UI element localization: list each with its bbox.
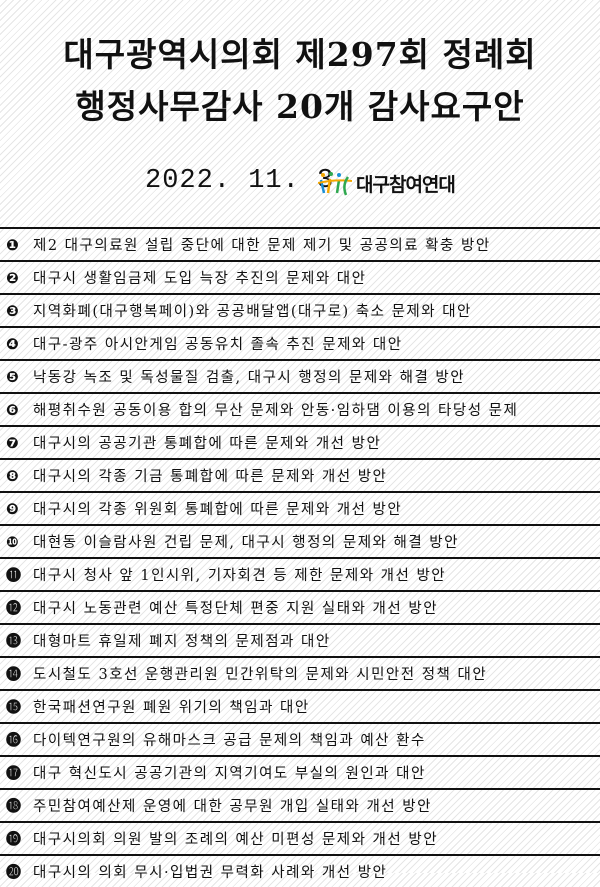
item-number: ❸ [6, 301, 19, 320]
item-number: ❽ [6, 466, 19, 485]
list-item: ❻ 해평취수원 공동이용 합의 무산 문제와 안동·임하댐 이용의 타당성 문제 [0, 392, 600, 425]
demand-list: ❶ 제2 대구의료원 설립 중단에 대한 문제 제기 및 공공의료 확충 방안 ❷ 대… [0, 227, 600, 887]
list-item: ⓴ 대구시의 의회 무시·입법권 무력화 사례와 개선 방안 [0, 854, 600, 887]
item-number: ❻ [6, 400, 19, 419]
list-item: ⓰ 다이텍연구원의 유해마스크 공급 문제의 책임과 예산 환수 [0, 722, 600, 755]
document-title-line1: 대구광역시의회 제297회 정례회 [63, 35, 537, 74]
item-text: 해평취수원 공동이용 합의 무산 문제와 안동·임하댐 이용의 타당성 문제 [33, 403, 519, 419]
item-text: 대구-광주 아시안게임 공동유치 졸속 추진 문제와 대안 [33, 337, 403, 353]
item-number: ⓭ [6, 632, 22, 650]
item-text: 대구시의 공공기관 통폐합에 따른 문제와 개선 방안 [33, 436, 382, 452]
logo-text: 대구참여연대 [356, 174, 456, 196]
item-text: 낙동강 녹조 및 독성물질 검출, 대구시 행정의 문제와 해결 방안 [33, 370, 466, 386]
list-item: ❶ 제2 대구의료원 설립 중단에 대한 문제 제기 및 공공의료 확충 방안 [0, 227, 600, 260]
item-text: 지역화폐(대구행복페이)와 공공배달앱(대구로) 축소 문제와 대안 [33, 304, 472, 320]
item-number: ⓴ [6, 863, 22, 881]
item-text: 제2 대구의료원 설립 중단에 대한 문제 제기 및 공공의료 확충 방안 [33, 238, 491, 254]
list-item: ❹ 대구-광주 아시안게임 공동유치 졸속 추진 문제와 대안 [0, 326, 600, 359]
list-item: ❷ 대구시 생활임금제 도입 늑장 추진의 문제와 대안 [0, 260, 600, 293]
item-number: ❷ [6, 268, 19, 287]
item-number: ⓰ [6, 731, 22, 749]
item-text: 대구시의 의회 무시·입법권 무력화 사례와 개선 방안 [33, 865, 388, 881]
list-item: ⓭ 대형마트 휴일제 폐지 정책의 문제점과 대안 [0, 623, 600, 656]
list-item: ❿ 대현동 이슬람사원 건립 문제, 대구시 행정의 문제와 해결 방안 [0, 524, 600, 557]
item-number: ⓯ [6, 698, 22, 716]
item-text: 대형마트 휴일제 폐지 정책의 문제점과 대안 [33, 634, 331, 650]
item-number: ❹ [6, 334, 19, 353]
item-number: ❺ [6, 367, 19, 386]
item-text: 대구 혁신도시 공공기관의 지역기여도 부실의 원인과 대안 [33, 766, 426, 782]
item-number: ❼ [6, 433, 19, 452]
item-text: 도시철도 3호선 운행관리원 민간위탁의 문제와 시민안전 정책 대안 [33, 667, 488, 683]
date-row: 2022. 11. 3 대구참여연대 [0, 166, 600, 202]
item-text: 대구시 생활임금제 도입 늑장 추진의 문제와 대안 [33, 271, 367, 287]
item-number: ❾ [6, 499, 19, 518]
item-number: ⓬ [6, 599, 22, 617]
item-text: 대구시 청사 앞 1인시위, 기자회견 등 제한 문제와 개선 방안 [33, 568, 447, 584]
list-item: ⓲ 주민참여예산제 운영에 대한 공무원 개입 실태와 개선 방안 [0, 788, 600, 821]
list-item: ❼ 대구시의 공공기관 통폐합에 따른 문제와 개선 방안 [0, 425, 600, 458]
item-number: ⓳ [6, 830, 22, 848]
item-text: 주민참여예산제 운영에 대한 공무원 개입 실태와 개선 방안 [33, 799, 432, 815]
item-number: ❶ [6, 235, 19, 254]
item-text: 대구시의 각종 위원회 통폐합에 따른 문제와 개선 방안 [33, 502, 403, 518]
list-item: ❺ 낙동강 녹조 및 독성물질 검출, 대구시 행정의 문제와 해결 방안 [0, 359, 600, 392]
list-item: ❸ 지역화폐(대구행복페이)와 공공배달앱(대구로) 축소 문제와 대안 [0, 293, 600, 326]
people-logo-icon [318, 171, 352, 195]
list-item: ⓬ 대구시 노동관련 예산 특정단체 편중 지원 실태와 개선 방안 [0, 590, 600, 623]
list-item: ❽ 대구시의 각종 기금 통폐합에 따른 문제와 개선 방안 [0, 458, 600, 491]
item-text: 다이텍연구원의 유해마스크 공급 문제의 책임과 예산 환수 [33, 733, 426, 749]
item-text: 대구시의 각종 기금 통폐합에 따른 문제와 개선 방안 [33, 469, 388, 485]
list-item: ⓱ 대구 혁신도시 공공기관의 지역기여도 부실의 원인과 대안 [0, 755, 600, 788]
list-item: ❾ 대구시의 각종 위원회 통폐합에 따른 문제와 개선 방안 [0, 491, 600, 524]
organization-logo: 대구참여연대 [318, 170, 456, 197]
list-item: ⓮ 도시철도 3호선 운행관리원 민간위탁의 문제와 시민안전 정책 대안 [0, 656, 600, 689]
item-text: 대현동 이슬람사원 건립 문제, 대구시 행정의 문제와 해결 방안 [33, 535, 459, 551]
item-text: 대구시 노동관련 예산 특정단체 편중 지원 실태와 개선 방안 [33, 601, 439, 617]
item-number: ⓮ [6, 665, 22, 683]
list-item: ⓫ 대구시 청사 앞 1인시위, 기자회견 등 제한 문제와 개선 방안 [0, 557, 600, 590]
document-date: 2022. 11. 3 [145, 166, 335, 196]
document-title-line2: 행정사무감사 20개 감사요구안 [75, 87, 525, 126]
item-number: ⓱ [6, 764, 22, 782]
list-item: ⓳ 대구시의회 의원 발의 조례의 예산 미편성 문제와 개선 방안 [0, 821, 600, 854]
item-text: 한국패션연구원 폐원 위기의 책임과 대안 [33, 700, 310, 716]
item-number: ❿ [6, 532, 19, 551]
item-number: ⓫ [6, 566, 22, 584]
item-text: 대구시의회 의원 발의 조례의 예산 미편성 문제와 개선 방안 [33, 832, 439, 848]
item-number: ⓲ [6, 797, 22, 815]
list-item: ⓯ 한국패션연구원 폐원 위기의 책임과 대안 [0, 689, 600, 722]
